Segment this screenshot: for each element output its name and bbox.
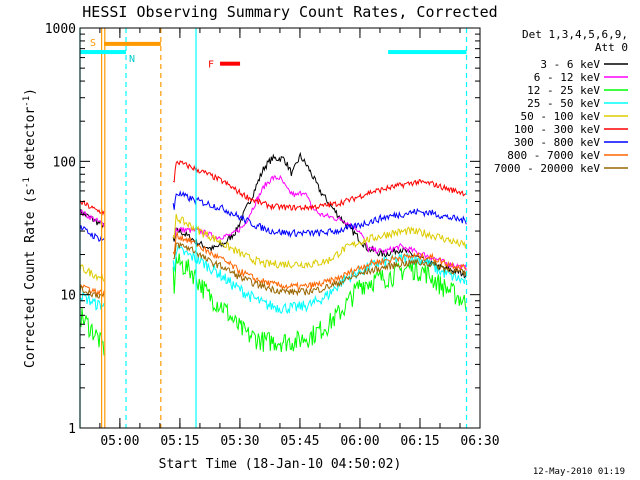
plot-area: S N F: [79, 28, 468, 428]
series-line-7: [79, 232, 467, 298]
legend-label-3: 25 - 50 keV: [527, 97, 600, 110]
series-line-5: [79, 159, 467, 216]
legend-label-1: 6 - 12 keV: [534, 71, 601, 84]
series-line-2: [79, 253, 467, 356]
legend-label-4: 50 - 100 keV: [521, 110, 601, 123]
x-tick-label-4: 06:00: [340, 434, 379, 449]
legend-header-line-1: Det 1,3,4,5,6,9,: [522, 28, 628, 41]
footer-date: 12-May-2010 01:19: [533, 467, 625, 477]
series-line-3: [79, 245, 467, 315]
legend-label-2: 12 - 25 keV: [527, 84, 600, 97]
y-tick-label-3: 1000: [45, 22, 76, 37]
x-tick-label-2: 05:30: [220, 434, 259, 449]
plot-frame: [79, 27, 481, 429]
legend-label-5: 100 - 300 keV: [514, 123, 600, 136]
flare-bar-3: [220, 61, 241, 66]
series-line-6: [79, 190, 467, 243]
x-tick-label-0: 05:00: [100, 434, 139, 449]
axes: 05:00 05:15 05:30 05:45 06:00 06:15 06:30 1 10 10…: [45, 22, 500, 449]
legend-header-line-2: Att 0: [595, 41, 628, 54]
legend-label-0: 3 - 6 keV: [540, 58, 600, 71]
saa-marker-label: S: [90, 38, 96, 49]
series-line-8: [79, 241, 467, 299]
y-tick-label-1: 10: [60, 289, 76, 304]
flare-marker-label: F: [208, 60, 214, 71]
x-tick-label-5: 06:15: [400, 434, 439, 449]
x-tick-label-3: 05:45: [280, 434, 319, 449]
night-marker-label: N: [129, 54, 135, 65]
night-bar-2: [388, 50, 467, 55]
x-tick-label-6: 06:30: [460, 434, 499, 449]
chart-title: HESSI Observing Summary Count Rates, Cor…: [82, 3, 497, 21]
night-bar-1: [80, 50, 127, 55]
y-tick-label-0: 1: [68, 422, 76, 437]
series-line-4: [79, 213, 467, 282]
x-axis-label: Start Time (18-Jan-10 04:50:02): [159, 457, 402, 472]
y-tick-label-2: 100: [53, 155, 76, 170]
y-axis-label: Corrected Count Rate (s-1 detector-1): [22, 88, 38, 368]
legend-label-8: 7000 - 20000 keV: [494, 162, 600, 175]
x-tick-label-1: 05:15: [160, 434, 199, 449]
legend-label-7: 800 - 7000 keV: [507, 149, 600, 162]
legend-label-6: 300 - 800 keV: [514, 136, 600, 149]
saa-bar-0: [104, 41, 161, 46]
